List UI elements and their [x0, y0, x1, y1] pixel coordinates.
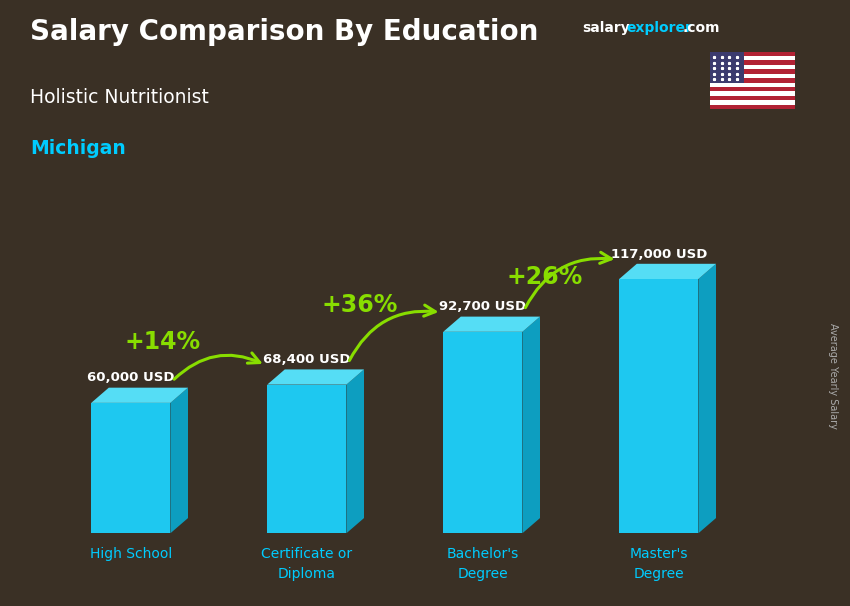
- Bar: [710, 74, 795, 78]
- Polygon shape: [619, 264, 716, 279]
- Text: 92,700 USD: 92,700 USD: [439, 301, 526, 313]
- Bar: [710, 56, 795, 61]
- Bar: [710, 52, 744, 82]
- Bar: [267, 385, 347, 533]
- Bar: [91, 403, 170, 533]
- Text: Michigan: Michigan: [30, 139, 126, 158]
- Text: Salary Comparison By Education: Salary Comparison By Education: [30, 18, 538, 46]
- Bar: [619, 279, 699, 533]
- Bar: [710, 65, 795, 69]
- Bar: [710, 87, 795, 92]
- Polygon shape: [91, 388, 188, 403]
- Text: +36%: +36%: [321, 293, 398, 317]
- Text: +14%: +14%: [124, 330, 201, 354]
- Text: +26%: +26%: [507, 265, 582, 289]
- Text: explorer: explorer: [626, 21, 692, 35]
- Polygon shape: [699, 264, 716, 533]
- Polygon shape: [170, 388, 188, 533]
- Bar: [710, 69, 795, 74]
- Text: 60,000 USD: 60,000 USD: [87, 371, 174, 384]
- Bar: [710, 52, 795, 56]
- Polygon shape: [523, 316, 540, 533]
- Polygon shape: [347, 370, 364, 533]
- Text: Holistic Nutritionist: Holistic Nutritionist: [30, 88, 208, 107]
- Bar: [443, 332, 523, 533]
- Text: Average Yearly Salary: Average Yearly Salary: [828, 323, 838, 428]
- Text: salary: salary: [582, 21, 630, 35]
- Text: 117,000 USD: 117,000 USD: [610, 247, 707, 261]
- Bar: [710, 92, 795, 96]
- Bar: [710, 105, 795, 109]
- Polygon shape: [267, 370, 364, 385]
- Bar: [710, 78, 795, 82]
- Text: 68,400 USD: 68,400 USD: [263, 353, 350, 366]
- Bar: [710, 82, 795, 87]
- Bar: [710, 100, 795, 105]
- Text: .com: .com: [683, 21, 720, 35]
- Bar: [710, 96, 795, 100]
- Polygon shape: [443, 316, 540, 332]
- Bar: [710, 61, 795, 65]
